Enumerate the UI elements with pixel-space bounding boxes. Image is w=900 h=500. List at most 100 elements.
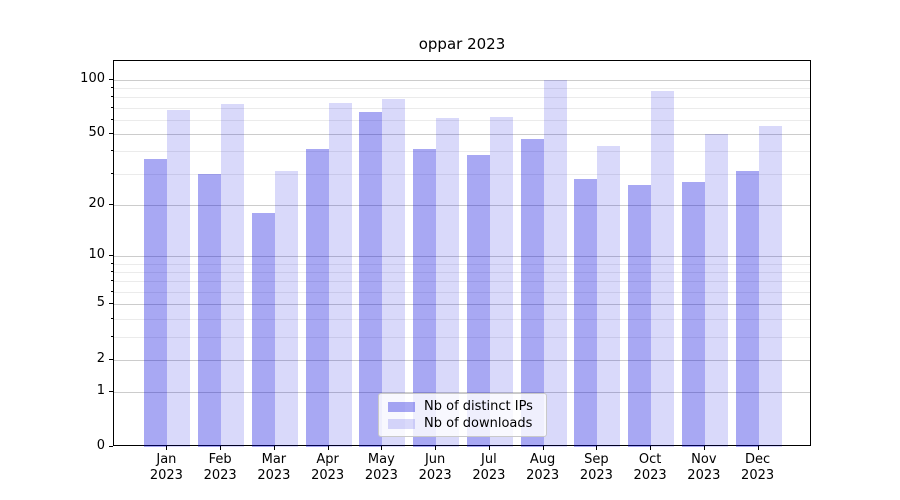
bar-downloads [597, 145, 621, 447]
bar-downloads [436, 118, 460, 447]
x-tick-label: Feb 2023 [203, 452, 237, 483]
major-gridline [114, 79, 810, 81]
y-minor-tick-mark [111, 86, 113, 88]
minor-gridline [114, 281, 810, 283]
legend-label-downloads: Nb of downloads [424, 416, 533, 431]
x-tick-label: Dec 2023 [741, 452, 775, 483]
x-tick-mark [220, 446, 222, 450]
minor-gridline [114, 87, 810, 89]
y-tick-label: 100 [80, 70, 105, 86]
x-tick-label: Apr 2023 [311, 452, 345, 483]
bar-distinct-ips [198, 173, 222, 447]
y-tick-label: 1 [96, 382, 105, 398]
major-gridline [114, 304, 810, 306]
y-minor-tick-mark [111, 96, 113, 98]
y-tick-mark [109, 390, 113, 392]
y-tick-mark [109, 303, 113, 305]
y-minor-tick-mark [111, 262, 113, 264]
y-minor-tick-mark [111, 291, 113, 293]
x-tick-mark [166, 446, 168, 450]
legend: Nb of distinct IPs Nb of downloads [378, 393, 547, 437]
bar-downloads [328, 103, 352, 447]
bar-downloads [758, 126, 782, 447]
x-tick-label: Aug 2023 [526, 452, 560, 483]
bar-downloads [167, 109, 191, 447]
y-tick-label: 50 [88, 124, 105, 140]
bar-distinct-ips [735, 171, 759, 447]
y-minor-tick-mark [111, 317, 113, 319]
x-tick-label: May 2023 [364, 452, 398, 483]
minor-gridline [114, 263, 810, 265]
bar-downloads [704, 133, 728, 447]
bar-downloads [274, 171, 298, 447]
x-tick-label: Jun 2023 [418, 452, 452, 483]
major-gridline [114, 391, 810, 393]
x-tick-mark [650, 446, 652, 450]
x-tick-label: Oct 2023 [633, 452, 667, 483]
bar-distinct-ips [466, 155, 490, 447]
minor-gridline [114, 119, 810, 121]
legend-item-downloads: Nb of downloads [388, 416, 538, 431]
bar-distinct-ips [413, 149, 437, 447]
minor-gridline [114, 318, 810, 320]
bar-downloads [543, 79, 567, 447]
x-tick-mark [381, 446, 383, 450]
y-minor-tick-mark [111, 172, 113, 174]
bar-distinct-ips [305, 149, 329, 447]
minor-gridline [114, 97, 810, 99]
y-minor-tick-mark [111, 106, 113, 108]
y-tick-label: 20 [88, 195, 105, 211]
x-tick-mark [703, 446, 705, 450]
y-tick-label: 2 [96, 350, 105, 366]
legend-swatch-distinct-ips [388, 401, 415, 412]
y-tick-label: 0 [96, 438, 105, 453]
y-tick-label: 10 [88, 247, 105, 263]
bar-downloads [221, 104, 245, 447]
legend-label-distinct-ips: Nb of distinct IPs [424, 399, 533, 414]
major-gridline [114, 256, 810, 258]
x-tick-mark [435, 446, 437, 450]
bar-downloads [489, 117, 513, 447]
bar-downloads [651, 91, 675, 447]
x-tick-label: Sep 2023 [579, 452, 613, 483]
y-minor-tick-mark [111, 150, 113, 152]
bar-downloads [382, 99, 406, 447]
y-tick-mark [109, 132, 113, 134]
plot-area [113, 60, 811, 447]
y-tick-mark [109, 203, 113, 205]
y-tick-mark [109, 78, 113, 80]
x-tick-label: Nov 2023 [687, 452, 721, 483]
bar-distinct-ips [144, 159, 168, 447]
bar-distinct-ips [628, 184, 652, 447]
minor-gridline [114, 173, 810, 175]
x-tick-label: Jul 2023 [472, 452, 506, 483]
x-tick-mark [596, 446, 598, 450]
y-tick-mark [109, 446, 113, 447]
y-minor-tick-mark [111, 335, 113, 337]
minor-gridline [114, 272, 810, 274]
bar-distinct-ips [251, 212, 275, 447]
minor-gridline [114, 107, 810, 109]
y-minor-tick-mark [111, 118, 113, 120]
y-tick-label: 5 [96, 295, 105, 311]
x-tick-mark [488, 446, 490, 450]
x-tick-mark [542, 446, 544, 450]
minor-gridline [114, 292, 810, 294]
y-minor-tick-mark [111, 280, 113, 282]
legend-swatch-downloads [388, 418, 415, 429]
legend-item-distinct-ips: Nb of distinct IPs [388, 399, 538, 414]
minor-gridline [114, 336, 810, 338]
x-tick-mark [757, 446, 759, 450]
bar-distinct-ips [359, 112, 383, 447]
major-gridline [114, 133, 810, 135]
major-gridline [114, 204, 810, 206]
y-tick-mark [109, 255, 113, 257]
chart-title: oppar 2023 [418, 35, 506, 53]
bar-distinct-ips [574, 178, 598, 447]
x-tick-mark [327, 446, 329, 450]
y-minor-tick-mark [111, 271, 113, 273]
minor-gridline [114, 151, 810, 153]
major-gridline [114, 359, 810, 361]
bar-distinct-ips [681, 181, 705, 447]
